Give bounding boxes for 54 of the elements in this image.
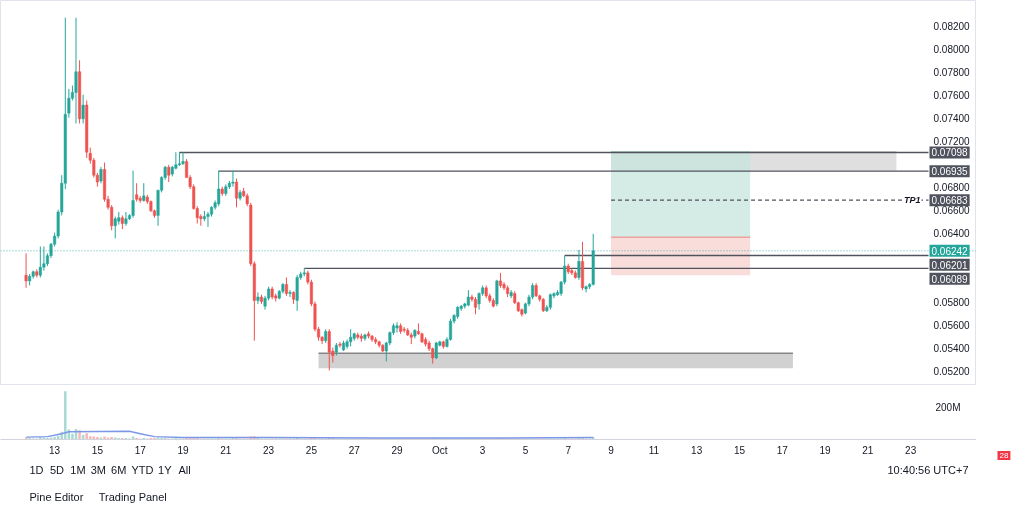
y-tick-label: 0.05200 [933, 365, 971, 377]
y-tick-label: 0.07400 [933, 112, 971, 124]
x-tick-label: 25 [305, 444, 318, 456]
text: 6M [111, 463, 127, 476]
data-label: 0.06935 [931, 166, 969, 178]
x-tick-label: 7 [565, 444, 572, 456]
x-tick-label: 9 [608, 444, 615, 456]
y-tick-label: 0.06400 [933, 227, 971, 239]
x-tick-label: 13 [49, 444, 61, 456]
y-tick-label: 0.05600 [933, 319, 971, 331]
x-tick-label: 17 [776, 444, 789, 456]
y-tick-label: 0.07600 [933, 89, 971, 101]
text: YTD [131, 463, 154, 476]
x-tick-label: 11 [648, 444, 660, 456]
ref-line-label: 0.06242 [931, 245, 969, 257]
data-label: 0.06201 [931, 259, 969, 271]
x-tick-label: 17 [134, 444, 147, 456]
x-tick-label: 19 [177, 444, 190, 456]
x-tick-label: 23 [905, 444, 917, 456]
y-tick-label: 0.06600 [933, 204, 971, 216]
x-tick-label: 15 [733, 444, 746, 456]
x-tick-label: Oct [432, 444, 448, 456]
y-tick-label: 0.07200 [933, 135, 971, 147]
text: All [178, 463, 191, 476]
x-tick-label: 5 [522, 444, 529, 456]
y-tick-label: 0.06800 [933, 181, 971, 193]
text: 28 [999, 451, 1009, 460]
x-tick-label: 13 [691, 444, 703, 456]
x-tick-label: 21 [862, 444, 874, 456]
y-tick-label: 0.05800 [933, 296, 971, 308]
x-tick-label: 19 [819, 444, 832, 456]
x-tick-label: 27 [348, 444, 361, 456]
data-label: 0.06683 [931, 195, 969, 207]
x-tick-label: 3 [479, 444, 486, 456]
x-tick-label: 15 [91, 444, 104, 456]
text: Pine Editor [29, 490, 84, 503]
legend-label: TP1 [903, 195, 921, 206]
text: 3M [90, 463, 106, 476]
text: 1M [70, 463, 86, 476]
y-tick-label: 0.07800 [933, 66, 971, 78]
data-label: 0.06089 [931, 273, 969, 285]
text: 1Y [158, 463, 173, 476]
data-label: 0.07098 [931, 147, 969, 159]
x-tick-label: 21 [220, 444, 232, 456]
x-tick-label: 29 [391, 444, 404, 456]
x-tick-label: 23 [263, 444, 275, 456]
y-tick-label: 0.05400 [933, 342, 971, 354]
text: Trading Panel [98, 490, 167, 503]
text: 1D [29, 463, 44, 476]
y-tick-label: 0.08200 [933, 20, 971, 32]
text: 10:40:56 UTC+7 [887, 463, 969, 476]
y-tick-label: 0.08000 [933, 43, 971, 55]
annotation: 200M [935, 401, 961, 413]
text: 5D [49, 463, 65, 476]
